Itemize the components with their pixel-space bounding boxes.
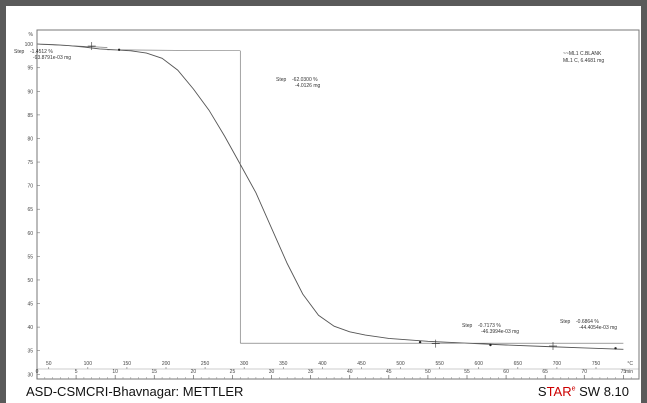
temperature-tick-label: 150 (123, 361, 132, 367)
step-limit-dot (489, 343, 492, 347)
step-limit-dot (117, 48, 121, 52)
time-tick-label: 10 (112, 369, 118, 375)
legend-entry: ML1 C, 6.4681 mg (563, 58, 604, 64)
y-tick-label: 90 (27, 89, 33, 95)
time-tick-label: 5 (75, 369, 78, 375)
temperature-tick-label: 500 (396, 361, 405, 367)
temperature-tick-label: 300 (240, 361, 249, 367)
y-tick-label: 75 (27, 160, 33, 166)
time-tick-label: 40 (347, 369, 353, 375)
y-tick-label: 85 (27, 113, 33, 119)
temperature-tick-label: 600 (475, 361, 484, 367)
brand-reg-mark: e (571, 385, 576, 393)
step-limit-dot (418, 341, 422, 344)
step-baseline (107, 49, 241, 52)
footer-software-brand: STARe SW 8.10 (538, 384, 629, 399)
brand-s: S (537, 384, 547, 399)
y-tick-label: 95 (27, 66, 33, 72)
y-tick-label: 70 (27, 184, 33, 190)
tga-curve (36, 43, 624, 350)
tga-report-window: ~~ML1 C.BLANK ML1 C, 6.4681 mg Step -1.4512… (6, 6, 641, 403)
y-tick-label: 30 (27, 372, 33, 378)
temperature-tick-label: 550 (435, 361, 444, 367)
temperature-tick-label: 650 (514, 361, 523, 367)
time-tick-label: 25 (230, 369, 236, 375)
temperature-tick-label: 350 (279, 361, 288, 367)
plot-frame (36, 29, 640, 380)
step-title: Step (276, 77, 287, 83)
y-tick-label: 35 (27, 349, 33, 355)
y-axis-unit: % (29, 32, 34, 38)
time-tick-label: 20 (191, 369, 197, 375)
temperature-axis-unit: °C (627, 361, 633, 367)
temperature-tick-label: 450 (357, 361, 366, 367)
step-title: Step (14, 49, 25, 55)
y-tick-label: 65 (27, 207, 33, 213)
step-baseline (36, 43, 108, 48)
y-tick-label: 50 (27, 278, 33, 284)
step-mass-value: -4.0126 mg (295, 83, 321, 89)
time-axis-unit: min (625, 369, 633, 375)
time-tick-label: 75 (621, 369, 627, 375)
time-tick-label: 50 (425, 369, 431, 375)
legend-entry: ~~ML1 C.BLANK (563, 51, 602, 57)
time-tick-label: 30 (269, 369, 275, 375)
step-title: Step (560, 319, 571, 325)
time-tick-label: 60 (503, 369, 509, 375)
temperature-tick-label: 50 (46, 361, 52, 367)
y-tick-label: 60 (27, 231, 33, 237)
time-tick-label: 35 (308, 369, 314, 375)
step-title: Step (462, 323, 473, 329)
y-tick-label: 55 (27, 254, 33, 260)
time-tick-label: 15 (151, 369, 157, 375)
y-tick-label: 80 (27, 136, 33, 142)
step-percent-value: -1.4512 % (30, 49, 53, 55)
step-percent-value: -62.0300 % (292, 77, 318, 83)
step-percent-value: -0.6864 % (576, 319, 599, 325)
temperature-tick-label: 400 (318, 361, 327, 367)
step-mass-value: -44.4054e-03 mg (579, 325, 617, 331)
temperature-tick-label: 700 (553, 361, 562, 367)
temperature-tick-label: 200 (162, 361, 171, 367)
temperature-tick-label: 250 (201, 361, 210, 367)
time-tick-label: 0 (36, 369, 39, 375)
time-tick-label: 70 (581, 369, 587, 375)
temperature-tick-label: 100 (84, 361, 93, 367)
time-tick-label: 55 (464, 369, 470, 375)
brand-version: SW 8.10 (579, 384, 629, 399)
time-tick-label: 65 (542, 369, 548, 375)
y-tick-label: 100 (25, 42, 34, 48)
temperature-tick-label: 750 (592, 361, 601, 367)
footer-instrument-label: ASD-CSMCRI-Bhavnagar: METTLER (26, 384, 244, 399)
step-mass-value: -46.3994e-03 mg (481, 329, 519, 335)
step-mass-value: -93.8791e-03 mg (33, 55, 71, 61)
brand-tar: TAR (546, 384, 572, 399)
y-tick-label: 40 (27, 325, 33, 331)
step-limit-dot (614, 347, 617, 350)
y-tick-label: 45 (27, 302, 33, 308)
step-percent-value: -0.7173 % (478, 323, 501, 329)
time-tick-label: 45 (386, 369, 392, 375)
